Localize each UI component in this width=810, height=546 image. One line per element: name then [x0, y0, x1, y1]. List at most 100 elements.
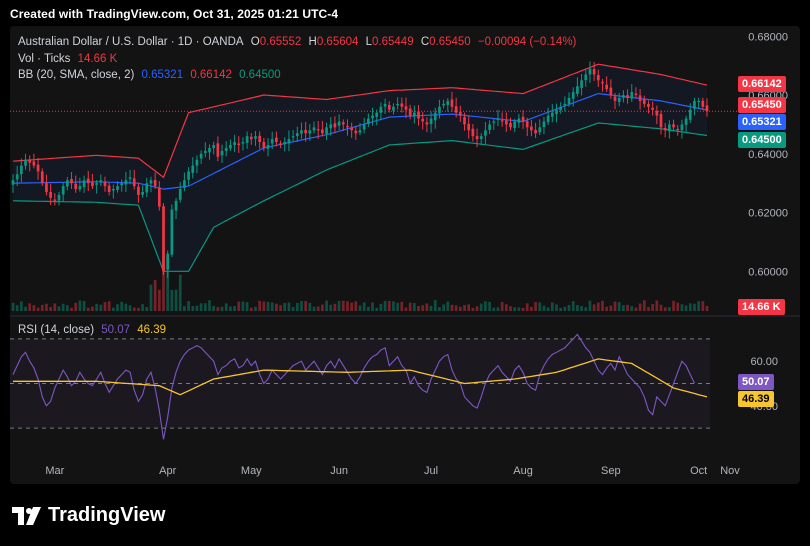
chart-canvas[interactable]: 0.680000.660000.640000.620000.6000060.00…: [10, 26, 800, 484]
low-value: 0.65449: [372, 36, 414, 48]
candle-body: [178, 189, 182, 200]
bb-label: BB (20, SMA, close, 2): [18, 69, 135, 81]
candle-body: [559, 106, 563, 111]
tradingview-wordmark: TradingView: [48, 504, 166, 526]
time-axis-tick: May: [241, 465, 262, 477]
volume-bar: [659, 304, 663, 311]
candle-body: [95, 183, 98, 185]
volume-bar: [588, 300, 592, 311]
candle-body: [617, 97, 621, 102]
candle-body: [642, 99, 646, 104]
volume-bar: [111, 307, 115, 311]
candle-body: [346, 125, 349, 128]
volume-bar: [550, 302, 554, 311]
candle-body: [15, 174, 19, 180]
candle-body: [392, 106, 395, 111]
candle-body: [36, 164, 40, 172]
candle-body: [254, 136, 257, 139]
volume-bar: [329, 304, 333, 311]
candle-body: [663, 127, 667, 131]
candle-body: [245, 136, 249, 143]
volume-bar: [116, 304, 119, 311]
volume-bar: [65, 305, 69, 311]
volume-bar: [697, 301, 700, 311]
time-axis-tick: Jul: [424, 465, 438, 477]
volume-bar: [500, 301, 504, 311]
rsi-value: 50.07: [101, 324, 131, 336]
candle-body: [433, 112, 437, 121]
volume-bar: [283, 302, 287, 311]
candle-body: [622, 95, 625, 98]
candle-body: [429, 118, 433, 125]
volume-bar: [605, 306, 609, 311]
volume-bar: [684, 305, 688, 311]
candle-body: [396, 103, 399, 106]
tradingview-logo[interactable]: TradingView: [12, 504, 165, 527]
candle-body: [492, 121, 496, 123]
volume-bar: [396, 302, 399, 311]
candle-body: [258, 135, 262, 143]
candle-body: [11, 180, 15, 185]
volume-bar: [82, 301, 86, 311]
volume-bar: [358, 305, 362, 311]
volume-bar: [258, 300, 262, 311]
volume-bar: [680, 304, 684, 311]
price-axis-tick: 0.64000: [748, 149, 788, 161]
candle-body: [103, 181, 107, 187]
price-axis-tick: 0.68000: [748, 31, 788, 43]
volume-bar: [492, 307, 496, 311]
volume-bar: [379, 303, 383, 311]
volume-bar: [525, 303, 529, 311]
candle-body: [78, 186, 82, 190]
candle-body: [233, 142, 236, 146]
volume-bar: [178, 274, 182, 311]
candle-body: [224, 147, 228, 151]
candle-body: [162, 206, 165, 272]
bb-basis-value: 0.65321: [141, 69, 184, 81]
candle-body: [647, 103, 650, 107]
rsi-ma-value: 46.39: [137, 324, 167, 336]
candle-body: [199, 153, 203, 159]
volume-bar: [392, 301, 395, 311]
candle-body: [157, 187, 161, 207]
volume-bar: [170, 289, 174, 311]
open-value: 0.65552: [259, 36, 302, 48]
volume-bar: [262, 301, 266, 311]
candle-body: [638, 95, 642, 101]
chart-frame[interactable]: 0.680000.660000.640000.620000.6000060.00…: [10, 26, 800, 484]
rsi-axis-tick: 60.00: [750, 356, 778, 368]
volume-bar: [567, 304, 571, 311]
volume-bar: [220, 306, 224, 311]
candle-body: [421, 118, 425, 122]
volume-bar: [203, 303, 207, 311]
candle-body: [99, 180, 103, 182]
footer: TradingView: [0, 490, 810, 546]
candle-body: [525, 121, 529, 128]
candle-body: [316, 129, 320, 131]
candle-body: [270, 139, 274, 144]
volume-bar: [513, 307, 517, 311]
candle-body: [596, 75, 600, 81]
volume-bar: [613, 301, 617, 311]
candle-body: [212, 144, 216, 149]
volume-bar: [32, 305, 36, 311]
volume-bar: [91, 306, 94, 311]
rsi-ma-line: [13, 358, 708, 398]
volume-bar: [337, 300, 341, 311]
volume-bar: [446, 301, 450, 311]
volume-bar: [509, 306, 512, 311]
volume-bar: [20, 301, 23, 311]
volume-bar: [78, 300, 82, 311]
volume-bar: [103, 302, 107, 311]
candle-body: [70, 179, 73, 184]
volume-bar: [153, 279, 157, 311]
candle-body: [170, 209, 174, 255]
volume-bar: [237, 301, 241, 311]
volume-bar: [672, 300, 675, 311]
volume-bar: [187, 301, 190, 311]
candle-body: [626, 95, 629, 98]
legend-symbol-row: Australian Dollar / U.S. Dollar · 1D · O…: [18, 36, 580, 48]
volume-bar: [701, 301, 705, 311]
volume-bar: [295, 302, 299, 311]
candle-body: [229, 144, 232, 149]
